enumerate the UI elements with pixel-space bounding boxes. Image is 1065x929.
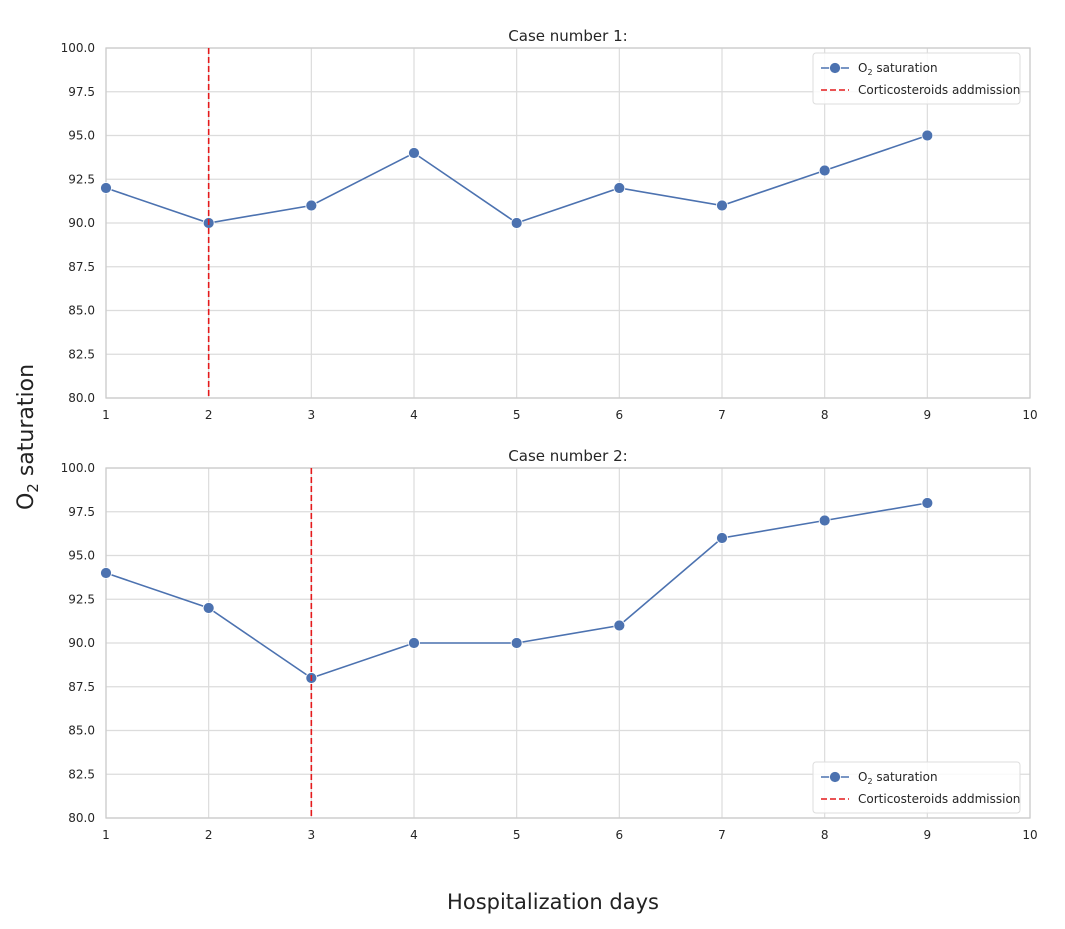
y-tick-label: 82.5 [68, 347, 95, 361]
legend-label-o2-saturation-rest: saturation [873, 61, 938, 75]
o2-saturation-point [818, 514, 831, 527]
y-tick-label: 97.5 [68, 85, 95, 99]
subplot-2: 1 2 3 4 5 6 7 8 9 10 80.0 82.5 85.0 87.5 90.0 92.5 95.0 9… [61, 447, 1038, 842]
x-tick-label: 3 [308, 408, 316, 422]
plot-frame [105, 467, 1031, 819]
o2-saturation-point [613, 619, 626, 632]
o2-saturation-point [510, 637, 523, 649]
o2-saturation-point [100, 182, 112, 194]
y-tick-label: 100.0 [61, 461, 95, 475]
o2-saturation-point [613, 182, 626, 194]
o2-saturation-point [408, 147, 420, 159]
y-axis-label-rest: saturation [13, 363, 39, 484]
y-tick-label: 85.0 [68, 724, 95, 738]
o2-saturation-point [716, 532, 728, 544]
x-tick-label: 2 [205, 408, 213, 422]
legend: O2 saturation Corticosteroids addmission [812, 52, 1021, 105]
o2-saturation-point [305, 199, 318, 212]
o2-saturation-point [408, 637, 420, 649]
y-tick-label: 90.0 [68, 216, 95, 230]
x-tick-label: 9 [924, 828, 932, 842]
y-tick-label: 100.0 [61, 41, 95, 55]
x-tick-label: 1 [102, 408, 110, 422]
x-tick-label: 3 [308, 828, 316, 842]
y-tick-label: 80.0 [68, 811, 95, 825]
y-axis-label-main: O [13, 492, 39, 511]
subplot-1: 1 2 3 4 5 6 7 8 9 10 80.0 82.5 85.0 87.5 90.0 92.5 95.0 9… [61, 27, 1038, 422]
legend-label-o2-saturation: O2 saturation [858, 770, 938, 786]
legend-label-o2-saturation-subscript: 2 [867, 68, 872, 77]
y-axis-label-subscript: 2 [24, 483, 43, 493]
y-tick-label: 95.0 [68, 129, 95, 143]
y-tick-label: 95.0 [68, 549, 95, 563]
x-tick-label: 4 [410, 408, 418, 422]
y-tick-label: 87.5 [68, 260, 95, 274]
x-tick-label: 5 [513, 408, 521, 422]
legend-label-o2-saturation-main: O [858, 770, 867, 784]
o2-saturation-point [202, 602, 215, 614]
legend-label-corticosteroids: Corticosteroids addmission [858, 83, 1020, 97]
o2-saturation-point [716, 199, 728, 212]
o2-saturation-point [818, 164, 831, 177]
o2-saturation-point [510, 217, 523, 229]
x-tick-label: 7 [718, 408, 726, 422]
legend-label-o2-saturation-subscript: 2 [867, 777, 872, 786]
y-tick-label: 90.0 [68, 636, 95, 650]
y-tick-label: 92.5 [68, 592, 95, 606]
x-tick-label: 8 [821, 828, 829, 842]
x-tick-label: 6 [616, 408, 624, 422]
x-axis-label: Hospitalization days [447, 890, 659, 914]
legend-marker-swatch [829, 62, 841, 74]
y-axis-label: O2 saturation [14, 364, 42, 510]
legend-label-o2-saturation: O2 saturation [858, 61, 938, 77]
x-tick-label: 6 [616, 828, 624, 842]
y-tick-label: 82.5 [68, 767, 95, 781]
x-tick-label: 4 [410, 828, 418, 842]
x-tick-label: 1 [102, 828, 110, 842]
legend-box [812, 761, 1021, 814]
legend-label-corticosteroids: Corticosteroids addmission [858, 792, 1020, 806]
x-tick-label: 5 [513, 828, 521, 842]
o2-saturation-point [100, 567, 112, 579]
x-tick-label: 7 [718, 828, 726, 842]
y-tick-label: 97.5 [68, 505, 95, 519]
y-tick-label: 87.5 [68, 680, 95, 694]
x-tick-label: 10 [1022, 408, 1037, 422]
legend: O2 saturation Corticosteroids addmission [812, 761, 1021, 814]
x-tick-label: 2 [205, 828, 213, 842]
subplot-title: Case number 1: [508, 27, 627, 45]
plot-frame [105, 47, 1031, 399]
legend-label-o2-saturation-rest: saturation [873, 770, 938, 784]
y-tick-label: 85.0 [68, 304, 95, 318]
o2-saturation-point [921, 497, 934, 509]
y-tick-label: 80.0 [68, 391, 95, 405]
subplot-title: Case number 2: [508, 447, 627, 465]
x-tick-label: 10 [1022, 828, 1037, 842]
x-tick-label: 9 [924, 408, 932, 422]
x-tick-label: 8 [821, 408, 829, 422]
legend-box [812, 52, 1021, 105]
legend-label-o2-saturation-main: O [858, 61, 867, 75]
y-tick-label: 92.5 [68, 172, 95, 186]
legend-marker-swatch [829, 771, 841, 783]
o2-saturation-point [921, 129, 934, 142]
